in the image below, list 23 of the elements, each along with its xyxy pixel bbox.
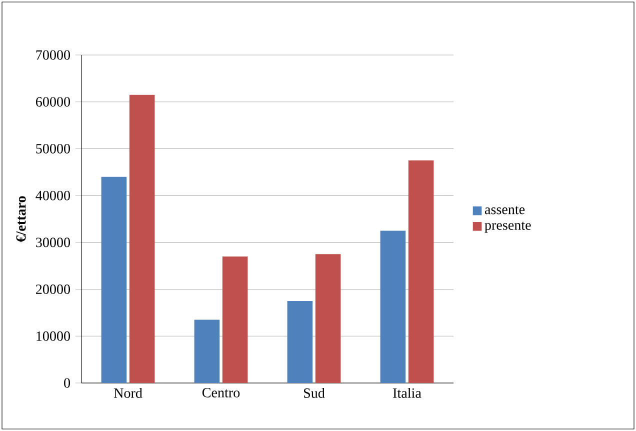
x-tick-label: Centro bbox=[202, 388, 240, 398]
y-tick-label: 0 bbox=[64, 378, 70, 388]
y-tick-label: 70000 bbox=[36, 50, 70, 60]
y-tick-label: 50000 bbox=[36, 144, 70, 154]
y-axis-title: €/ettaro bbox=[16, 196, 26, 242]
x-tick-label: Italia bbox=[393, 388, 422, 398]
bar bbox=[287, 300, 313, 383]
y-tick-label: 60000 bbox=[36, 97, 70, 107]
x-tick-label: Sud bbox=[304, 388, 325, 398]
y-tick-label: 30000 bbox=[36, 238, 70, 248]
y-tick-label: 40000 bbox=[36, 190, 70, 200]
legend-label: presente bbox=[484, 222, 531, 233]
bar bbox=[408, 160, 434, 383]
bar bbox=[129, 94, 155, 383]
bar bbox=[101, 176, 127, 383]
legend-label: assente bbox=[484, 206, 525, 214]
bar bbox=[380, 230, 406, 383]
bar bbox=[222, 256, 248, 383]
y-tick-label: 10000 bbox=[36, 331, 70, 341]
x-tick-label: Nord bbox=[114, 388, 142, 398]
bar bbox=[194, 320, 220, 383]
bar bbox=[315, 254, 341, 383]
y-tick-label: 20000 bbox=[36, 284, 70, 294]
